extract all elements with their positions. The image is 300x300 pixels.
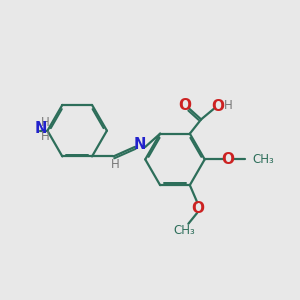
Text: N: N — [134, 137, 146, 152]
Text: H: H — [111, 158, 119, 171]
Text: CH₃: CH₃ — [252, 153, 274, 166]
Text: H: H — [41, 130, 50, 143]
Text: H: H — [224, 99, 233, 112]
Text: CH₃: CH₃ — [173, 224, 195, 237]
Text: N: N — [35, 121, 47, 136]
Text: H: H — [41, 116, 50, 129]
Text: O: O — [221, 152, 234, 167]
Text: O: O — [191, 201, 204, 216]
Text: O: O — [178, 98, 191, 112]
Text: O: O — [212, 98, 225, 113]
